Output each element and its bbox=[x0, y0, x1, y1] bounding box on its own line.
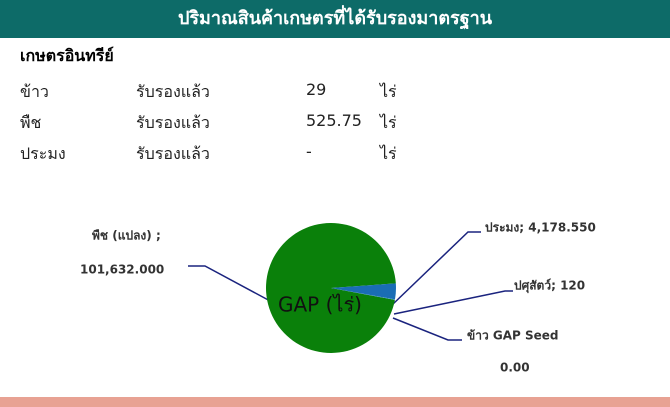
chart-title: GAP (ไร่) bbox=[278, 293, 362, 317]
table-cell: ข้าว bbox=[20, 82, 49, 101]
table-cell: 29 bbox=[306, 80, 327, 99]
table-cell: ไร่ bbox=[380, 144, 397, 163]
pie-slice bbox=[331, 283, 396, 300]
table-cell: พืช bbox=[20, 113, 42, 132]
leader-line bbox=[391, 231, 481, 306]
leader-line bbox=[393, 290, 513, 315]
data-label: 101,632.000 bbox=[80, 263, 164, 277]
table-row: พืช รับรองแล้ว 525.75 ไร่ bbox=[20, 111, 480, 142]
chart: GAP (ไร่) พืช (แปลง) ; 101,632.000 ประมง; 4… bbox=[80, 221, 596, 375]
table-cell: รับรองแล้ว bbox=[136, 82, 210, 101]
table-cell: 525.75 bbox=[306, 111, 362, 130]
table-cell: - bbox=[306, 142, 312, 161]
data-label: 0.00 bbox=[500, 361, 530, 375]
table-cell: ประมง bbox=[20, 144, 66, 163]
leader-line bbox=[392, 317, 462, 341]
table: ข้าว รับรองแล้ว 29 ไร่ พืช รับรองแล้ว 525.75 ไร… bbox=[20, 80, 480, 173]
table-cell: ไร่ bbox=[380, 82, 397, 101]
table-row: ประมง รับรองแล้ว - ไร่ bbox=[20, 142, 480, 173]
footer-bar bbox=[0, 397, 670, 407]
data-label: พืช (แปลง) ; bbox=[92, 229, 161, 243]
section-title: เกษตรอินทรีย์ bbox=[20, 46, 114, 65]
header: ปริมาณสินค้าเกษตรที่ได้รับรองมาตรฐาน bbox=[0, 0, 670, 38]
table-cell: รับรองแล้ว bbox=[136, 144, 210, 163]
leader-line bbox=[188, 265, 273, 303]
table-cell: รับรองแล้ว bbox=[136, 113, 210, 132]
table-cell: ไร่ bbox=[380, 113, 397, 132]
pie-slice bbox=[331, 288, 395, 300]
data-label: ข้าว GAP Seed bbox=[467, 329, 558, 343]
data-label: ประมง; 4,178.550 bbox=[485, 221, 596, 235]
data-label: ปศุสัตว์; 120 bbox=[514, 279, 585, 294]
table-row: ข้าว รับรองแล้ว 29 ไร่ bbox=[20, 80, 480, 111]
pie-slice bbox=[266, 223, 396, 353]
